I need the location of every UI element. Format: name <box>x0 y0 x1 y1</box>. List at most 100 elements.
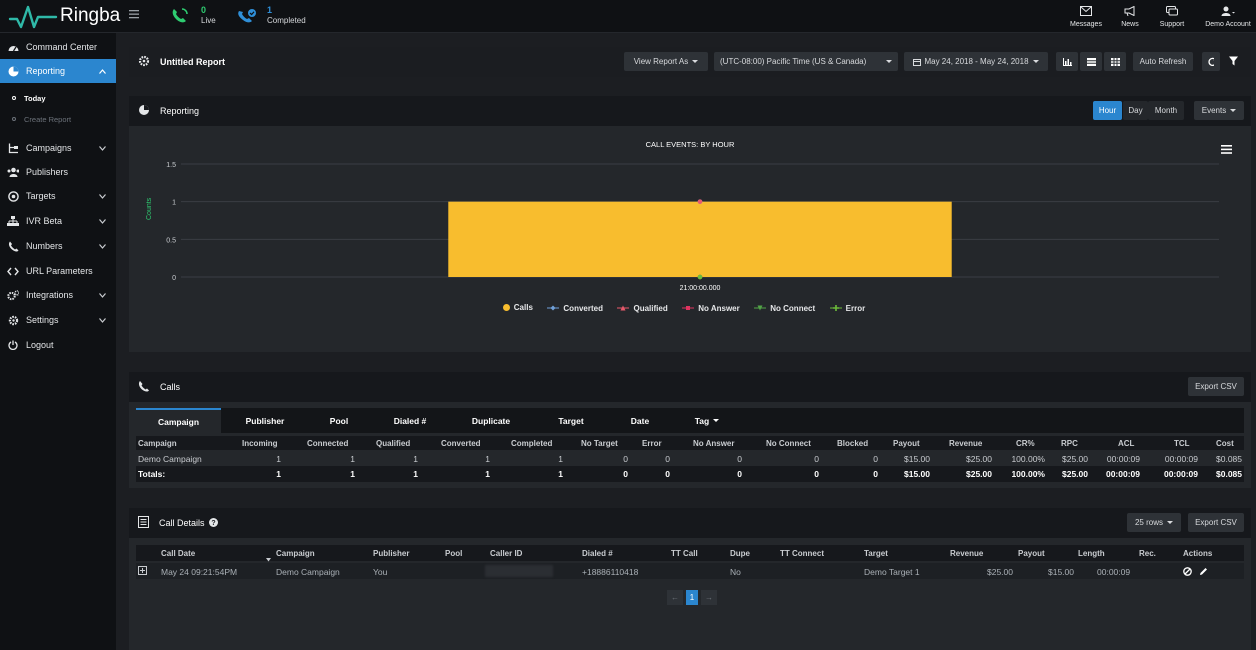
tab-date[interactable]: Date <box>606 408 674 433</box>
support-link[interactable]: Support <box>1155 4 1189 30</box>
column-header[interactable]: Connected <box>307 439 349 448</box>
legend-item-error[interactable]: Error <box>829 304 865 313</box>
sidebar-item-integrations[interactable]: Integrations <box>0 283 116 307</box>
column-header[interactable]: No Target <box>581 439 618 448</box>
column-header[interactable]: Length <box>1078 549 1105 558</box>
column-header[interactable]: Error <box>642 439 662 448</box>
column-header[interactable]: Dupe <box>730 549 750 558</box>
sidebar-item-targets[interactable]: Targets <box>0 184 116 208</box>
column-header[interactable]: Qualified <box>376 439 411 448</box>
app-name[interactable]: Ringba <box>60 5 121 26</box>
column-header[interactable]: Actions <box>1183 549 1213 558</box>
legend-item-no-answer[interactable]: No Answer <box>682 304 740 313</box>
legend-item-qualified[interactable]: Qualified <box>617 304 668 313</box>
table-row[interactable] <box>136 563 1244 579</box>
pagination-prev-button[interactable]: ← <box>667 590 683 605</box>
column-header[interactable]: Caller ID <box>490 549 523 558</box>
sidebar-item-reporting[interactable]: Reporting <box>0 59 116 83</box>
column-header[interactable]: Payout <box>1018 549 1045 558</box>
sidebar-item-publishers[interactable]: Publishers <box>0 160 116 184</box>
sidebar-item-numbers[interactable]: Numbers <box>0 234 116 258</box>
hamburger-menu-icon[interactable] <box>129 9 139 19</box>
column-header[interactable]: CR% <box>1016 439 1035 448</box>
account-menu[interactable]: Demo Account <box>1202 4 1254 30</box>
table-row-label-cell[interactable]: Demo Campaign <box>138 454 202 464</box>
legend-item-converted[interactable]: Converted <box>547 304 603 313</box>
column-header[interactable]: TT Call <box>671 549 698 558</box>
grid-view-button[interactable] <box>1104 52 1126 71</box>
ringba-logo-icon[interactable] <box>8 3 58 31</box>
sidebar-subitem-today[interactable]: Today <box>0 89 116 107</box>
sidebar-item-campaigns[interactable]: Campaigns <box>0 136 116 160</box>
sidebar-item-logout[interactable]: Logout <box>0 333 116 357</box>
column-header[interactable]: Target <box>864 549 888 558</box>
column-header[interactable]: Revenue <box>950 549 984 558</box>
sidebar-subitem-create-report[interactable]: Create Report <box>0 110 116 128</box>
column-header[interactable]: Revenue <box>949 439 983 448</box>
column-header[interactable]: Pool <box>445 549 463 558</box>
sidebar-item-settings[interactable]: Settings <box>0 308 116 332</box>
call-details-export-csv-button[interactable]: Export CSV <box>1188 513 1244 532</box>
column-header[interactable]: RPC <box>1061 439 1078 448</box>
tab-publisher[interactable]: Publisher <box>226 408 304 433</box>
table-view-button[interactable] <box>1080 52 1102 71</box>
column-header[interactable]: Payout <box>893 439 920 448</box>
live-calls-phone-icon[interactable] <box>170 7 190 25</box>
legend-item-calls[interactable]: Calls <box>502 303 533 312</box>
sidebar-item-url-parameters[interactable]: URL Parameters <box>0 259 116 283</box>
column-header[interactable]: Blocked <box>837 439 869 448</box>
column-header[interactable]: Completed <box>511 439 553 448</box>
pagination-next-button[interactable]: → <box>701 590 717 605</box>
tab-tag[interactable]: Tag <box>674 408 740 433</box>
column-header[interactable]: TCL <box>1174 439 1190 448</box>
completed-calls-phone-icon[interactable] <box>236 7 258 25</box>
column-header[interactable]: Cost <box>1216 439 1234 448</box>
edit-pencil-icon[interactable] <box>1199 567 1208 578</box>
column-header[interactable]: Publisher <box>373 549 410 558</box>
date-range-picker[interactable]: May 24, 2018 - May 24, 2018 <box>904 52 1048 71</box>
granularity-day-button[interactable]: Day <box>1123 101 1148 120</box>
messages-link[interactable]: Messages <box>1068 4 1104 30</box>
column-header[interactable]: No Answer <box>693 439 735 448</box>
pagination-page-button[interactable]: 1 <box>686 590 698 605</box>
refresh-button[interactable] <box>1202 52 1220 71</box>
column-header[interactable]: Converted <box>441 439 481 448</box>
sort-desc-icon[interactable] <box>266 554 271 564</box>
news-link[interactable]: News <box>1118 4 1142 30</box>
help-icon[interactable]: ? <box>208 517 218 529</box>
events-dropdown[interactable]: Events <box>1194 101 1244 120</box>
column-header[interactable]: No Connect <box>766 439 811 448</box>
tab-target[interactable]: Target <box>536 408 606 433</box>
sidebar-item-command-center[interactable]: Command Center <box>0 35 116 59</box>
column-header[interactable]: Campaign <box>276 549 315 558</box>
column-header[interactable]: TT Connect <box>780 549 824 558</box>
tab-duplicate[interactable]: Duplicate <box>446 408 536 433</box>
rows-per-page-dropdown[interactable]: 25 rows <box>1127 513 1181 532</box>
filter-icon[interactable] <box>1229 56 1238 68</box>
tab-dialed[interactable]: Dialed # <box>374 408 446 433</box>
granularity-month-button[interactable]: Month <box>1148 101 1184 120</box>
column-header[interactable]: Incoming <box>242 439 278 448</box>
sidebar-item-ivr[interactable]: IVR Beta <box>0 209 116 233</box>
timezone-dropdown[interactable]: (UTC-08:00) Pacific Time (US & Canada) <box>714 52 898 71</box>
expand-row-icon[interactable] <box>138 566 147 577</box>
granularity-hour-button[interactable]: Hour <box>1093 101 1122 120</box>
column-header[interactable]: Rec. <box>1139 549 1156 558</box>
view-report-as-dropdown[interactable]: View Report As <box>624 52 708 71</box>
column-header[interactable]: Call Date <box>161 549 196 558</box>
column-header[interactable]: ACL <box>1118 439 1135 448</box>
calls-export-csv-button[interactable]: Export CSV <box>1188 377 1244 396</box>
publisher-cell[interactable]: You <box>373 567 388 577</box>
campaign-cell[interactable]: Demo Campaign <box>276 567 340 577</box>
auto-refresh-button[interactable]: Auto Refresh <box>1133 52 1193 71</box>
column-header[interactable]: Dialed # <box>582 549 613 558</box>
column-header[interactable]: Campaign <box>138 439 177 448</box>
target-cell[interactable]: Demo Target 1 <box>864 567 920 577</box>
legend-item-no-connect[interactable]: No Connect <box>754 304 815 313</box>
chart-view-button[interactable] <box>1056 52 1078 71</box>
tab-campaign[interactable]: Campaign <box>136 408 221 433</box>
tab-pool[interactable]: Pool <box>304 408 374 433</box>
chart-menu-icon[interactable] <box>1221 145 1232 156</box>
report-title[interactable]: Untitled Report <box>160 57 225 67</box>
gear-icon[interactable] <box>138 55 150 69</box>
